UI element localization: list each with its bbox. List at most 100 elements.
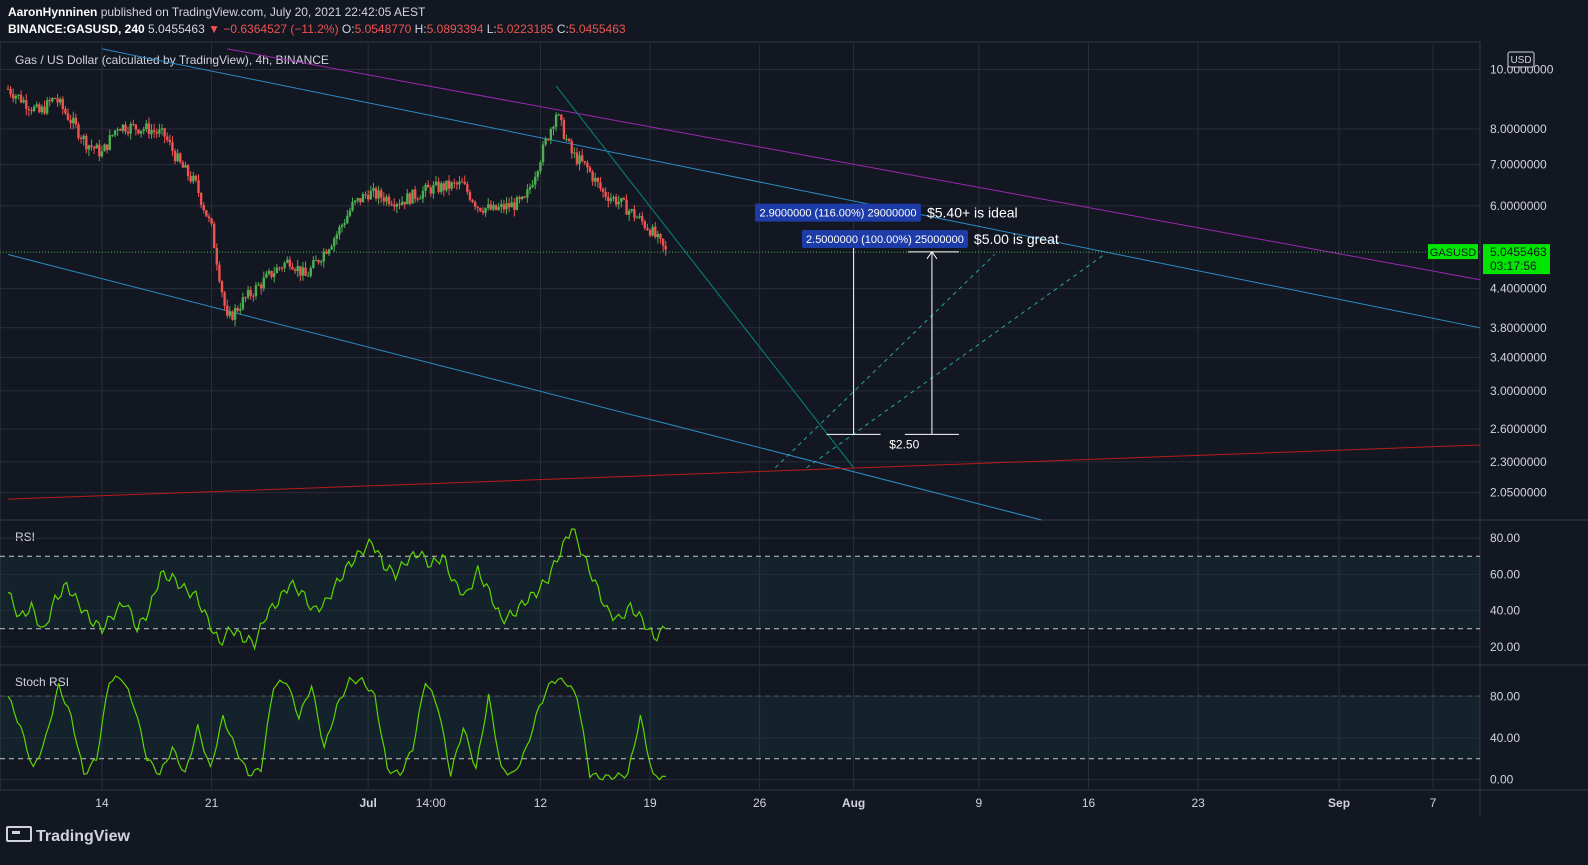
- x-tick-label: Sep: [1328, 796, 1350, 810]
- symbol-label: BINANCE:GASUSD, 240: [8, 22, 145, 36]
- y-tick-label: 3.4000000: [1490, 351, 1547, 365]
- candle-body: [205, 210, 208, 217]
- candle-body: [523, 196, 526, 198]
- candle-body: [429, 187, 433, 194]
- candle-body: [502, 204, 506, 210]
- candle-body: [270, 270, 273, 277]
- candle-body: [426, 184, 430, 188]
- rsi-y-tick: 60.00: [1490, 567, 1520, 581]
- candle-body: [583, 161, 586, 163]
- candle-body: [531, 184, 534, 188]
- candle-body: [413, 189, 417, 199]
- candle-body: [184, 165, 187, 168]
- candle-body: [119, 129, 122, 131]
- candle-body: [638, 216, 641, 218]
- stoch-rsi-y-tick: 40.00: [1490, 731, 1520, 745]
- rsi-y-tick: 20.00: [1490, 640, 1520, 654]
- candle-body: [265, 273, 268, 278]
- candle-body: [507, 203, 511, 208]
- x-tick-label: 9: [976, 796, 983, 810]
- candle-body: [419, 198, 422, 200]
- candle-body: [607, 197, 610, 202]
- candle-body: [612, 196, 615, 199]
- x-tick-label: 7: [1430, 796, 1437, 810]
- candle-body: [296, 266, 299, 272]
- candle-body: [98, 144, 101, 157]
- low-value: 5.0223185: [496, 22, 554, 36]
- candle-body: [27, 108, 31, 110]
- symbol-badge: [1428, 244, 1478, 260]
- price-value: 5.0455463: [148, 22, 205, 36]
- candle-body: [432, 184, 435, 194]
- candle-body: [291, 266, 294, 270]
- candle-body: [643, 221, 647, 228]
- rsi-line: [7, 528, 667, 651]
- candle-body: [351, 202, 354, 211]
- candle-body: [393, 204, 396, 207]
- candle-body: [348, 210, 352, 216]
- candle-body: [192, 175, 195, 182]
- candle-body: [646, 227, 649, 230]
- candle-body: [333, 238, 336, 247]
- annotation-note: $5.40+ is ideal: [927, 205, 1018, 221]
- candle-body: [586, 162, 589, 168]
- candle-body: [594, 177, 597, 182]
- low-label: L:: [486, 22, 497, 36]
- candle-body: [557, 114, 560, 116]
- candle-body: [168, 139, 172, 143]
- candle-body: [374, 188, 378, 199]
- candle-body: [387, 196, 391, 205]
- close-label: C:: [556, 22, 569, 36]
- candle-body: [455, 182, 459, 185]
- candle-body: [145, 123, 148, 130]
- candle-body: [544, 138, 547, 145]
- candle-body: [411, 189, 414, 204]
- candle-body: [377, 190, 380, 199]
- candle-body: [549, 128, 553, 141]
- candle-body: [186, 165, 190, 177]
- publish-info: AaronHynninen published on TradingView.c…: [8, 5, 425, 19]
- candle-body: [406, 193, 409, 205]
- candle-body: [591, 171, 594, 182]
- tradingview-logo[interactable]: TradingView: [6, 826, 130, 846]
- candle-body: [267, 270, 271, 274]
- candle-body: [129, 123, 132, 134]
- candle-body: [390, 204, 393, 206]
- candle-body: [87, 145, 91, 150]
- candle-body: [450, 182, 453, 189]
- trendline-red: [7, 444, 1481, 500]
- candle-body: [627, 210, 631, 215]
- candle-body: [64, 108, 67, 114]
- y-tick-label: 2.3000000: [1490, 455, 1547, 469]
- candle-body: [479, 207, 482, 211]
- candle-body: [215, 248, 218, 265]
- candle-body: [635, 217, 639, 219]
- candle-body: [241, 297, 245, 309]
- author-name[interactable]: AaronHynninen: [8, 5, 98, 19]
- candle-body: [210, 218, 213, 224]
- candle-body: [14, 96, 18, 99]
- candle-body: [40, 106, 44, 113]
- candle-body: [325, 251, 328, 254]
- arrow-head-icon: [926, 251, 938, 260]
- candle-body: [257, 284, 260, 286]
- candle-body: [314, 260, 318, 262]
- candle-body: [492, 204, 495, 210]
- candle-body: [202, 204, 205, 211]
- candle-body: [103, 144, 106, 152]
- candle-body: [424, 184, 427, 191]
- candle-body: [596, 177, 600, 183]
- candle-body: [536, 171, 540, 177]
- candle-body: [340, 225, 344, 228]
- candle-body: [85, 135, 88, 150]
- plot-frame: [0, 41, 1481, 791]
- candle-body: [48, 100, 51, 102]
- candle-body: [231, 311, 234, 320]
- candle-body: [648, 229, 652, 236]
- candle-body: [51, 98, 54, 102]
- candle-body: [74, 117, 78, 125]
- candle-body: [484, 207, 487, 213]
- candle-body: [573, 152, 576, 154]
- tv-logo-icon: [6, 826, 32, 842]
